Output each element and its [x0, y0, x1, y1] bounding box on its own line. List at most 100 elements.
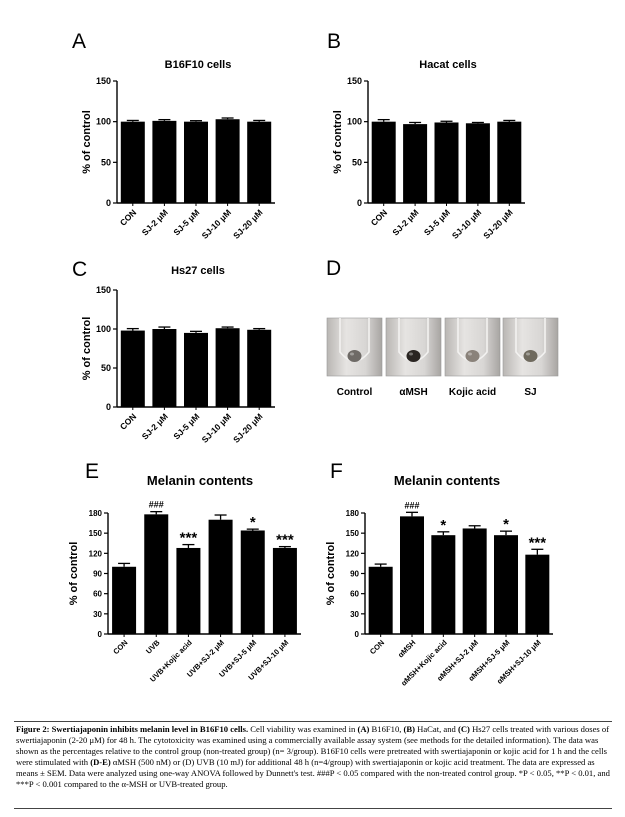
bar: [431, 535, 456, 634]
bar: [525, 554, 550, 634]
pellet-highlight: [468, 352, 472, 356]
caption-text-2: B16F10,: [369, 724, 404, 734]
y-axis-label: % of control: [325, 542, 337, 606]
panel-c: C Hs27 cells % of control 0 50 100 150 CON SJ-2 …: [72, 258, 275, 445]
bar: [120, 330, 145, 407]
chart-title: Melanin contents: [147, 473, 253, 488]
x-tick-label: αMSH: [396, 638, 417, 659]
y-tick-label: 180: [89, 509, 103, 518]
caption-b-label: (B): [403, 724, 416, 734]
tube-photo: [444, 317, 501, 377]
bar: [371, 121, 396, 203]
bar: [215, 119, 240, 203]
x-tick-label: SJ-20 μM: [481, 207, 514, 240]
cell-pellet: [465, 350, 480, 362]
x-tick-label: CON: [118, 411, 138, 431]
x-tick-label: CON: [118, 207, 138, 227]
bar: [465, 123, 490, 203]
figure-caption: Figure 2: Swertiajaponin inhibits melani…: [14, 721, 612, 809]
caption-figure-label: Figure 2:: [16, 724, 50, 734]
significance-label: *: [250, 514, 256, 531]
bar: [272, 547, 297, 634]
caption-text-5: αMSH (500 nM) or (D) UVB (10 mJ) for add…: [16, 757, 610, 789]
x-tick-label: CON: [111, 638, 129, 656]
x-tick-label: SJ-5 μM: [171, 411, 201, 441]
x-tick-label: SJ-10 μM: [450, 207, 483, 240]
significance-label: *: [440, 517, 446, 534]
bar: [184, 332, 208, 407]
y-tick-label: 120: [346, 549, 360, 558]
tube-label: SJ: [524, 387, 536, 398]
y-tick-label: 90: [93, 570, 102, 579]
x-tick-label: SJ-10 μM: [200, 207, 233, 240]
bar: [434, 122, 459, 203]
x-tick-label: CON: [368, 638, 386, 656]
tube-photo: [326, 317, 383, 377]
bar: [494, 535, 518, 634]
chart-title: Melanin contents: [394, 473, 500, 488]
y-axis-label: % of control: [81, 317, 93, 381]
bar: [247, 329, 272, 407]
significance-label: ***: [180, 530, 198, 547]
bar: [184, 121, 208, 203]
panel-letter-b: B: [327, 30, 341, 53]
bar: [208, 519, 233, 634]
x-tick-label: SJ-5 μM: [171, 207, 201, 237]
tube-photo: [385, 317, 442, 377]
caption-de-label: (D-E): [90, 757, 111, 767]
bar: [247, 121, 272, 203]
y-tick-label: 100: [96, 117, 111, 127]
cell-pellet: [523, 350, 538, 362]
panel-letter-e: E: [85, 460, 99, 483]
chart-title: Hs27 cells: [171, 265, 225, 277]
tube-label: αMSH: [399, 387, 427, 398]
bar: [240, 530, 265, 634]
panel-letter-a: A: [72, 30, 86, 53]
y-tick-label: 100: [96, 324, 111, 334]
panel-f: F Melanin contents % of control 0 30 60 90 120 1…: [325, 460, 553, 688]
x-tick-label: SJ-20 μM: [231, 207, 264, 240]
significance-label: ***: [529, 534, 547, 551]
y-tick-label: 150: [96, 285, 111, 295]
x-tick-label: SJ-20 μM: [231, 411, 264, 444]
y-tick-label: 150: [347, 76, 362, 86]
y-axis-label: % of control: [332, 110, 344, 174]
chart-title: Hacat cells: [419, 59, 476, 71]
y-tick-label: 100: [347, 117, 362, 127]
x-tick-label: SJ-2 μM: [390, 207, 420, 237]
bar: [400, 516, 424, 634]
y-tick-label: 50: [352, 157, 362, 167]
bar: [497, 121, 522, 203]
bar: [120, 121, 145, 203]
caption-a-label: (A): [357, 724, 370, 734]
significance-label: *: [503, 516, 509, 533]
caption-text-3: HaCat, and: [415, 724, 458, 734]
bar: [152, 329, 177, 407]
panel-letter-d: D: [326, 257, 341, 280]
caption-c-label: (C): [457, 724, 470, 734]
panel-letter-f: F: [330, 460, 343, 483]
bar: [462, 528, 487, 634]
caption-text-4: Hs27 cells treated with various doses of…: [16, 724, 610, 767]
x-tick-label: UVB: [144, 638, 162, 656]
y-tick-label: 0: [357, 198, 362, 208]
x-tick-label: SJ-2 μM: [140, 207, 170, 237]
significance-label: ***: [276, 532, 294, 549]
caption-title: Swertiajaponin inhibits melanin level in…: [51, 724, 249, 734]
y-tick-label: 150: [96, 76, 111, 86]
bar: [176, 547, 201, 634]
chart-title: B16F10 cells: [165, 59, 232, 71]
panel-e: E Melanin contents % of control 0 30 60 90 120 1…: [68, 460, 301, 684]
cell-pellet: [406, 350, 421, 362]
y-tick-label: 0: [355, 630, 360, 639]
bar: [152, 120, 177, 203]
x-tick-label: SJ-2 μM: [140, 411, 170, 441]
y-axis-label: % of control: [81, 110, 93, 174]
bar: [112, 566, 137, 634]
tube-label: Kojic acid: [449, 387, 496, 398]
pellet-highlight: [526, 352, 530, 356]
caption-text-1: Cell viability was examined in: [248, 724, 358, 734]
